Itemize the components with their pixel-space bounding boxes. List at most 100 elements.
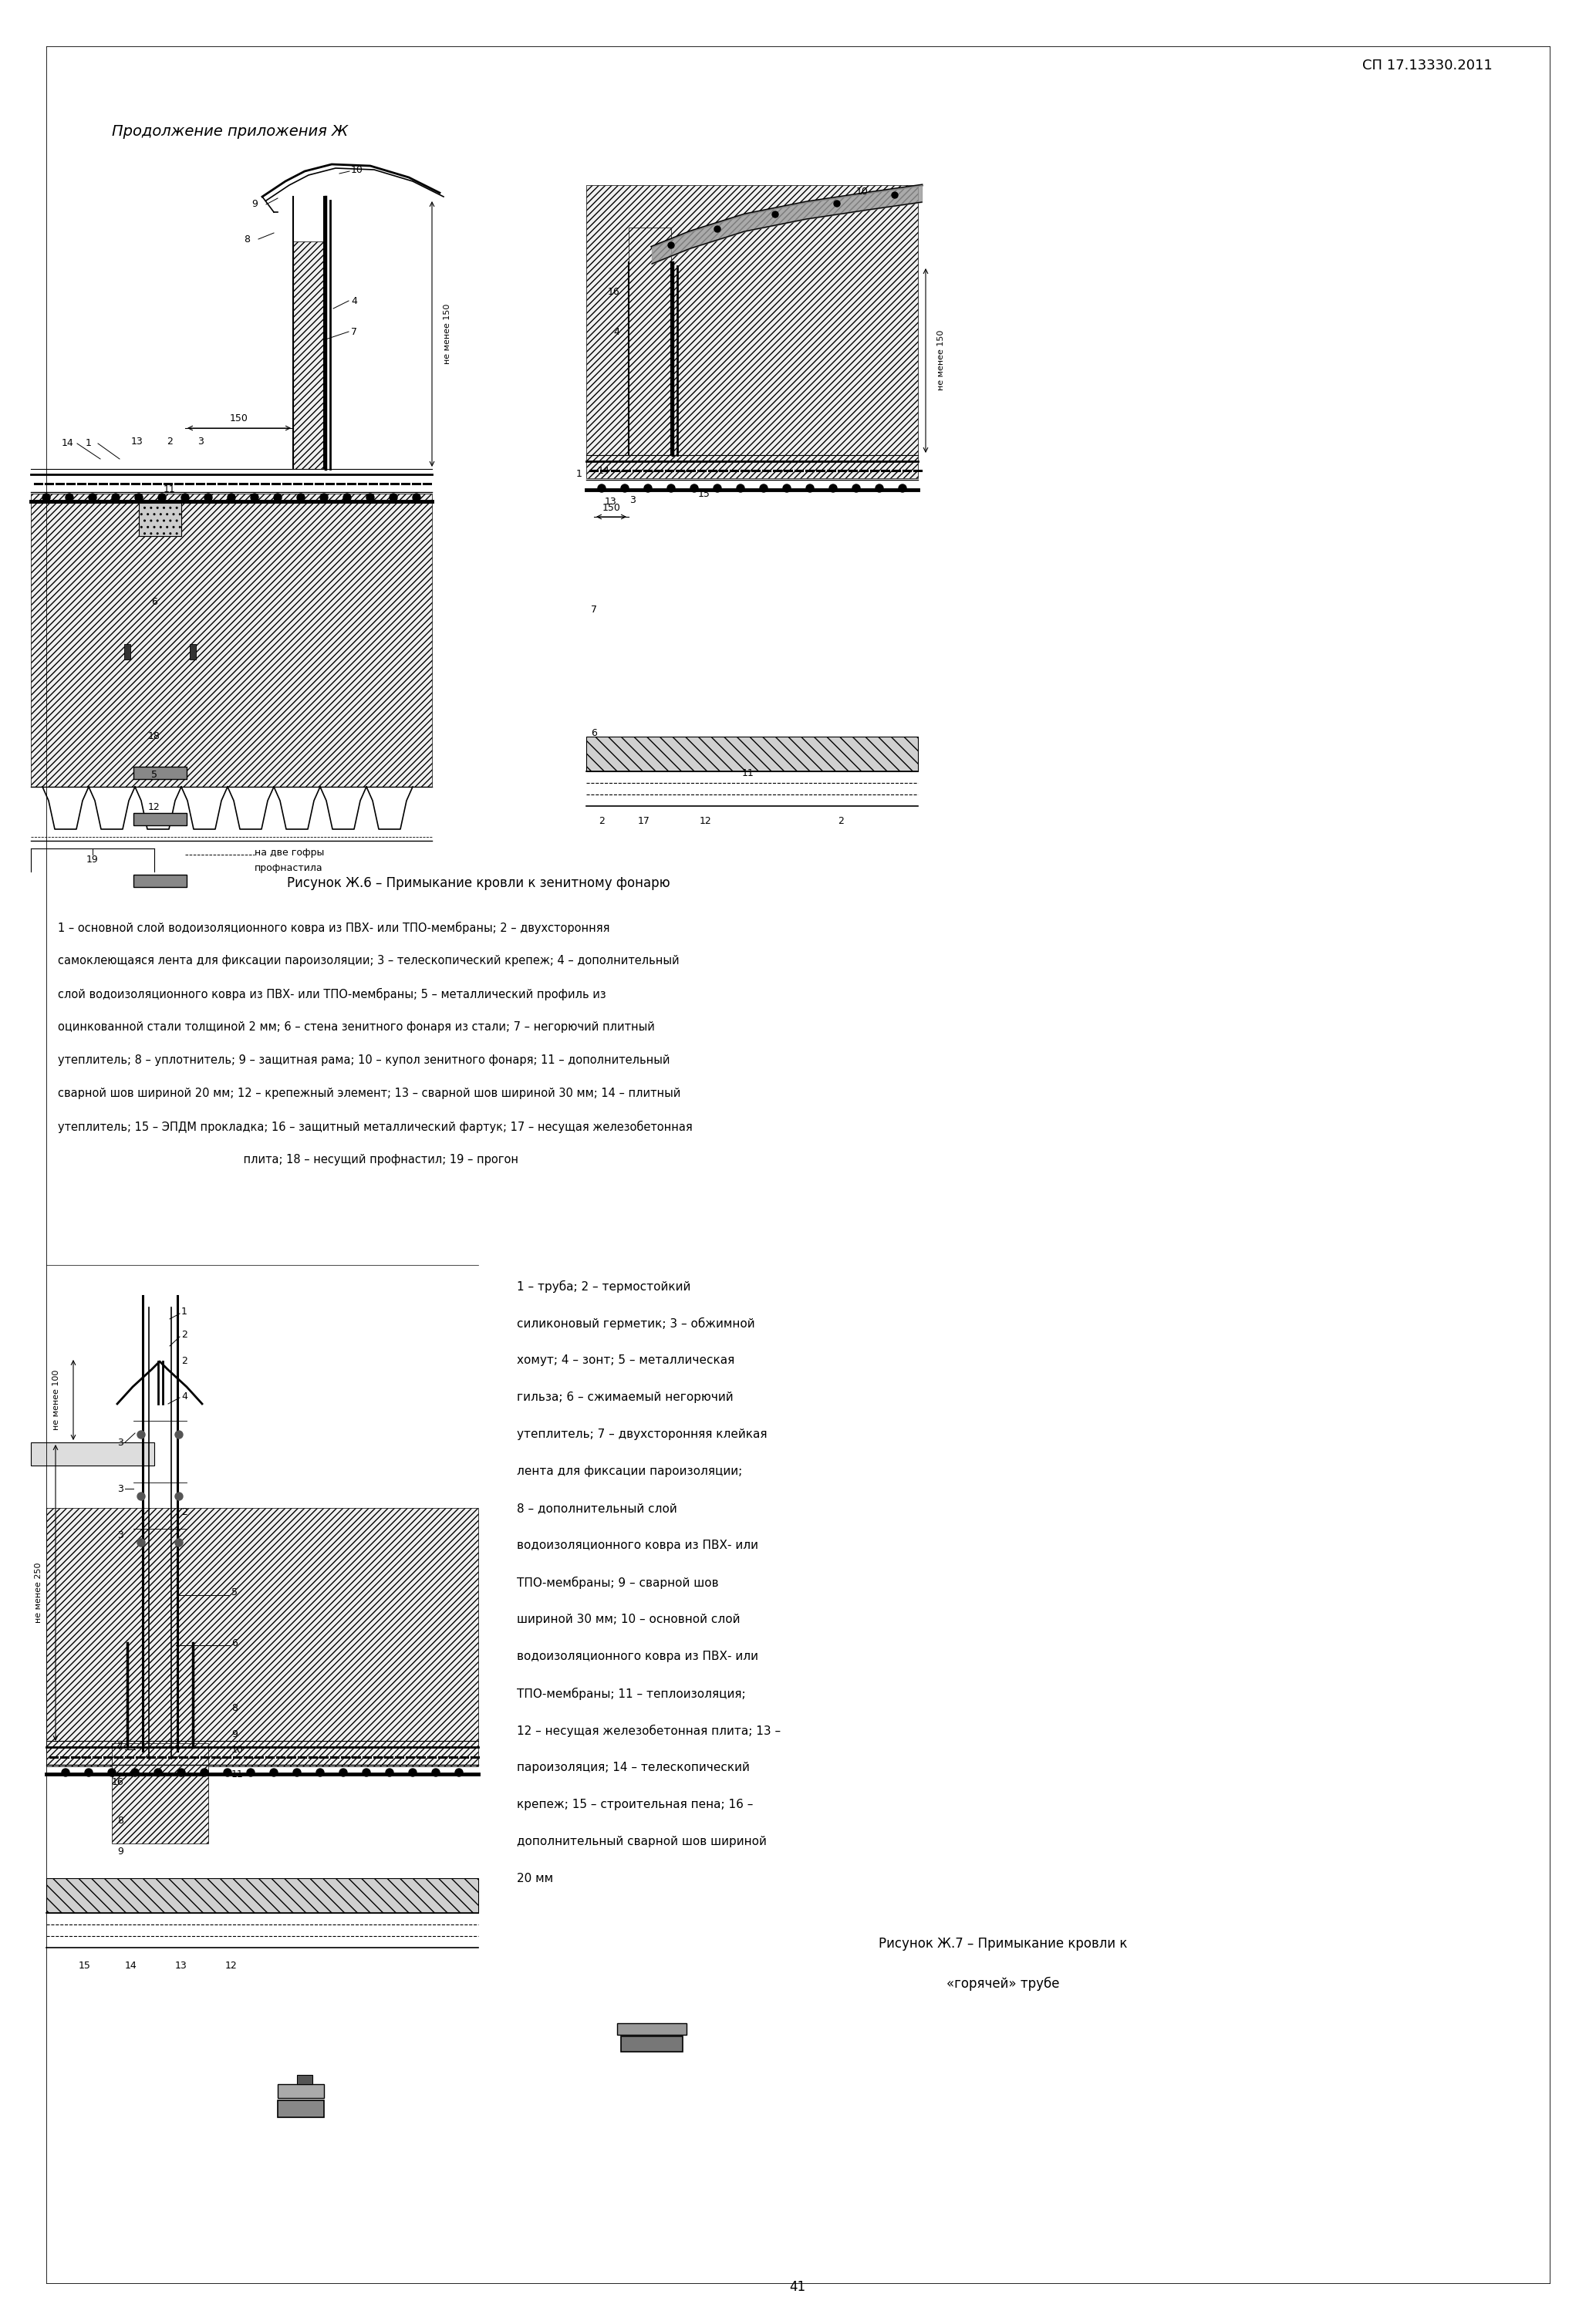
Text: 2: 2 — [182, 1356, 187, 1365]
Circle shape — [598, 484, 605, 493]
Text: 18: 18 — [148, 731, 161, 740]
Bar — [278, 2101, 324, 2117]
Text: Рисунок Ж.7 – Примыкание кровли к: Рисунок Ж.7 – Примыкание кровли к — [878, 1937, 1127, 1951]
Circle shape — [251, 493, 259, 502]
Circle shape — [131, 1768, 139, 1777]
Bar — [586, 185, 918, 479]
Circle shape — [294, 1768, 300, 1777]
Bar — [124, 643, 131, 659]
Circle shape — [158, 493, 166, 502]
Circle shape — [899, 484, 907, 493]
Circle shape — [109, 1768, 115, 1777]
Text: ТПО-мембраны; 9 – сварной шов: ТПО-мембраны; 9 – сварной шов — [517, 1576, 718, 1590]
Circle shape — [177, 1768, 185, 1777]
Text: 3: 3 — [198, 435, 204, 447]
Text: 6: 6 — [231, 1638, 238, 1648]
Circle shape — [297, 493, 305, 502]
Circle shape — [223, 1768, 231, 1777]
Text: 4: 4 — [182, 1391, 187, 1402]
Text: слой водоизоляционного ковра из ПВХ- или ТПО-мембраны; 5 – металлический профиль: слой водоизоляционного ковра из ПВХ- или… — [57, 988, 606, 1000]
Text: водоизоляционного ковра из ПВХ- или: водоизоляционного ковра из ПВХ- или — [517, 1650, 758, 1661]
Text: 2: 2 — [182, 1506, 187, 1518]
Text: 10: 10 — [351, 164, 364, 176]
Text: 2: 2 — [166, 435, 172, 447]
Text: 13: 13 — [131, 435, 144, 447]
Text: 14: 14 — [124, 1960, 137, 1972]
Text: 2: 2 — [838, 817, 844, 826]
Circle shape — [386, 1768, 393, 1777]
Circle shape — [667, 484, 675, 493]
Text: утеплитель; 7 – двухсторонняя клейкая: утеплитель; 7 – двухсторонняя клейкая — [517, 1428, 768, 1439]
Circle shape — [892, 192, 899, 199]
Circle shape — [85, 1768, 93, 1777]
Bar — [629, 227, 670, 456]
Circle shape — [176, 1539, 184, 1546]
Text: хомут; 4 – зонт; 5 – металлическая: хомут; 4 – зонт; 5 – металлическая — [517, 1354, 734, 1365]
Circle shape — [772, 211, 779, 218]
Circle shape — [137, 1430, 145, 1439]
Text: 5: 5 — [231, 1587, 238, 1597]
Circle shape — [367, 493, 373, 502]
Text: не менее 150: не менее 150 — [444, 303, 452, 363]
Text: ТПО-мембраны; 11 – теплоизоляция;: ТПО-мембраны; 11 – теплоизоляция; — [517, 1687, 745, 1701]
Circle shape — [136, 493, 142, 502]
Circle shape — [321, 493, 327, 502]
Circle shape — [433, 1768, 439, 1777]
Text: 16: 16 — [112, 1777, 123, 1786]
Circle shape — [176, 1493, 184, 1499]
Text: лента для фиксации пароизоляции;: лента для фиксации пароизоляции; — [517, 1465, 742, 1476]
Text: 8: 8 — [117, 1814, 123, 1826]
Text: 11: 11 — [164, 486, 176, 495]
Bar — [30, 1442, 155, 1465]
Bar — [586, 736, 918, 771]
Text: 2: 2 — [182, 1328, 187, 1340]
Bar — [621, 2036, 683, 2053]
Bar — [278, 2085, 324, 2099]
Text: 11: 11 — [231, 1768, 244, 1779]
Bar — [46, 1879, 479, 1914]
Text: 11: 11 — [742, 768, 755, 778]
Bar — [618, 2022, 686, 2034]
Bar — [294, 241, 324, 470]
Text: шириной 30 мм; 10 – основной слой: шириной 30 мм; 10 – основной слой — [517, 1613, 741, 1624]
Text: 15: 15 — [78, 1960, 91, 1972]
Text: 9: 9 — [118, 1847, 123, 1856]
Text: 20 мм: 20 мм — [517, 1872, 554, 1884]
Circle shape — [645, 484, 651, 493]
Circle shape — [852, 484, 860, 493]
Text: гильза; 6 – сжимаемый негорючий: гильза; 6 – сжимаемый негорючий — [517, 1391, 733, 1402]
Bar — [134, 875, 187, 886]
Text: 4: 4 — [351, 296, 358, 305]
Text: плита; 18 – несущий профнастил; 19 – прогон: плита; 18 – несущий профнастил; 19 – про… — [57, 1155, 519, 1166]
Bar — [112, 1742, 207, 1844]
Text: 150: 150 — [230, 414, 249, 423]
Circle shape — [89, 493, 96, 502]
Circle shape — [876, 484, 883, 493]
Bar — [134, 812, 187, 826]
Text: не менее 250: не менее 250 — [35, 1562, 43, 1622]
Circle shape — [830, 484, 836, 493]
Text: 1 – основной слой водоизоляционного ковра из ПВХ- или ТПО-мембраны; 2 – двухстор: 1 – основной слой водоизоляционного ковр… — [57, 921, 610, 935]
Text: дополнительный сварной шов шириной: дополнительный сварной шов шириной — [517, 1835, 766, 1847]
Circle shape — [806, 484, 814, 493]
Circle shape — [621, 484, 629, 493]
Circle shape — [247, 1768, 254, 1777]
Circle shape — [137, 1539, 145, 1546]
Circle shape — [362, 1768, 370, 1777]
Text: 4: 4 — [613, 326, 619, 338]
Circle shape — [760, 484, 768, 493]
Circle shape — [833, 201, 839, 206]
Text: 7: 7 — [117, 1742, 123, 1752]
Text: 19: 19 — [86, 856, 99, 865]
Text: 1: 1 — [182, 1305, 187, 1317]
Text: 41: 41 — [790, 2279, 806, 2293]
Circle shape — [343, 493, 351, 502]
Text: 8 – дополнительный слой: 8 – дополнительный слой — [517, 1502, 677, 1513]
Bar — [134, 766, 187, 780]
Text: пароизоляция; 14 – телескопический: пароизоляция; 14 – телескопический — [517, 1761, 750, 1773]
Circle shape — [137, 1493, 145, 1499]
Circle shape — [737, 484, 744, 493]
Text: не менее 100: не менее 100 — [53, 1370, 61, 1430]
Circle shape — [204, 493, 212, 502]
Text: Продолжение приложения Ж: Продолжение приложения Ж — [112, 123, 348, 139]
